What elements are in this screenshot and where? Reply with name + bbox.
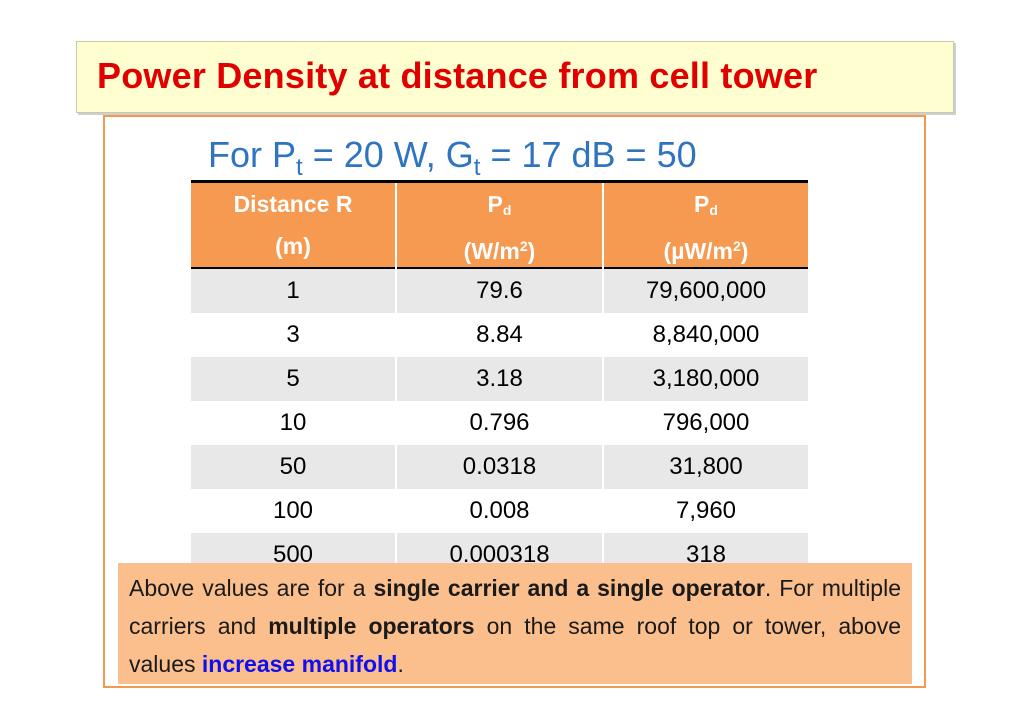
table-header: Distance R (m) Pd (W/m2) Pd (µW/m2): [191, 180, 808, 268]
subtitle-prefix: For P: [208, 134, 297, 175]
cell-pd-uwm2: 796,000: [602, 401, 808, 445]
content-frame: [103, 115, 926, 688]
cell-pd-wm2: 0.796: [395, 401, 603, 445]
note-emphasis-multiple-operators: multiple operators: [268, 613, 475, 639]
header-pd-uwm2-line2: (µW/m2): [604, 225, 808, 267]
subtitle-parameters: For Pt = 20 W, Gt = 17 dB = 50: [208, 134, 697, 182]
subtitle-suffix: = 17 dB = 50: [480, 134, 697, 175]
cell-distance: 10: [191, 401, 396, 445]
cell-pd-uwm2: 7,960: [602, 489, 808, 533]
header-unit-pre: (µW/m: [663, 238, 733, 264]
header-unit-pre: (W/m: [463, 238, 520, 264]
header-unit-post: ): [740, 238, 749, 264]
subtitle-pt-subscript: t: [296, 154, 303, 181]
note-text: .: [397, 651, 404, 677]
power-density-table: Distance R (m) Pd (W/m2) Pd (µW/m2) 1 79…: [191, 180, 808, 577]
table-row: 3 8.84 8,840,000: [191, 313, 808, 357]
table-row: 50 0.0318 31,800: [191, 445, 808, 489]
header-unit-sup: 2: [733, 238, 741, 254]
slide-title: Power Density at distance from cell towe…: [97, 55, 818, 96]
header-distance: Distance R (m): [191, 180, 396, 268]
cell-pd-wm2: 0.0318: [395, 445, 603, 489]
note-emphasis-increase-manifold: increase manifold: [201, 651, 398, 677]
header-pd-symbol: P: [487, 191, 503, 217]
cell-pd-wm2: 0.008: [395, 489, 603, 533]
note-callout: Above values are for a single carrier an…: [118, 563, 912, 684]
cell-pd-uwm2: 8,840,000: [602, 313, 808, 357]
header-pd-wm2-line2: (W/m2): [397, 225, 602, 267]
cell-distance: 5: [191, 357, 396, 401]
header-distance-line2: (m): [275, 233, 311, 259]
table-row: 100 0.008 7,960: [191, 489, 808, 533]
cell-pd-uwm2: 3,180,000: [602, 357, 808, 401]
cell-pd-wm2: 3.18: [395, 357, 603, 401]
note-text: . For multiple carriers and: [129, 575, 901, 639]
note-text: on the same roof top or tower, above val…: [129, 613, 901, 677]
header-pd-wm2: Pd (W/m2): [395, 180, 603, 268]
title-banner: Power Density at distance from cell towe…: [76, 41, 954, 113]
header-pd-uwm2-line1: Pd: [604, 183, 808, 225]
note-emphasis-single-carrier: single carrier and a single operator: [373, 575, 765, 601]
note-text: Above values are for a: [129, 575, 374, 601]
table-row: 1 79.6 79,600,000: [191, 268, 808, 313]
cell-pd-wm2: 8.84: [395, 313, 603, 357]
header-pd-sub: d: [709, 202, 718, 218]
cell-pd-uwm2: 79,600,000: [602, 268, 808, 313]
header-pd-sub: d: [502, 202, 512, 218]
cell-pd-wm2: 79.6: [395, 268, 603, 313]
header-unit-sup: 2: [519, 238, 528, 254]
cell-pd-uwm2: 31,800: [602, 445, 808, 489]
subtitle-middle: = 20 W, G: [302, 134, 474, 175]
header-pd-symbol: P: [694, 191, 710, 217]
cell-distance: 100: [191, 489, 396, 533]
cell-distance: 50: [191, 445, 396, 489]
subtitle-gt-subscript: t: [473, 154, 481, 181]
table-row: 5 3.18 3,180,000: [191, 357, 808, 401]
header-pd-wm2-line1: Pd: [397, 183, 602, 225]
table-row: 10 0.796 796,000: [191, 401, 808, 445]
cell-distance: 3: [191, 313, 396, 357]
cell-distance: 1: [191, 268, 396, 313]
header-pd-uwm2: Pd (µW/m2): [602, 180, 808, 268]
header-distance-line1: Distance R: [233, 191, 353, 217]
header-unit-post: ): [527, 238, 536, 264]
